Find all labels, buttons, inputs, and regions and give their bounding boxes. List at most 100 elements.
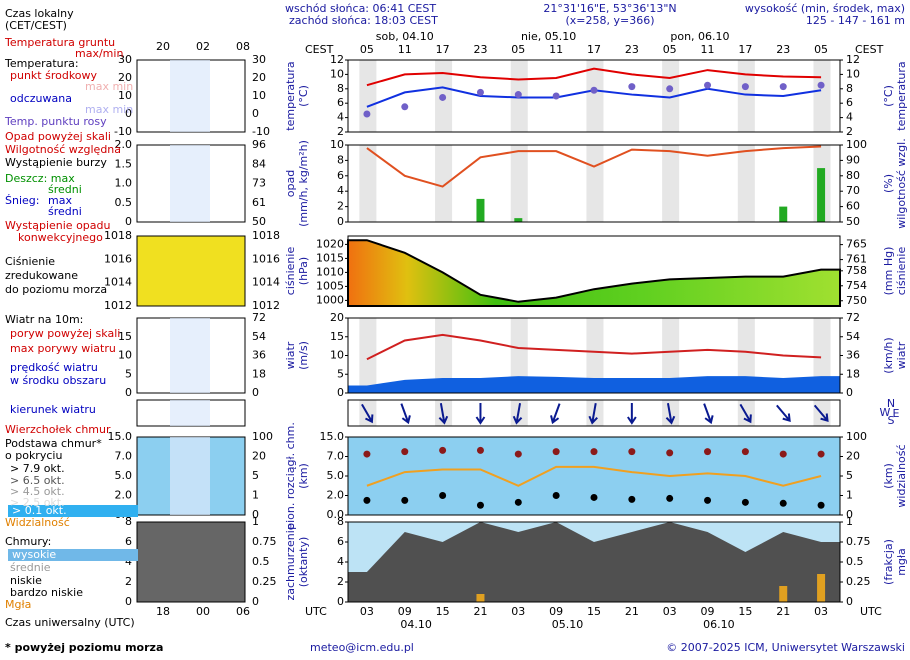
- series-line: [366, 333, 822, 361]
- dot: [552, 92, 560, 100]
- bar: [476, 198, 485, 222]
- y-tick-label: 5.0: [327, 469, 345, 482]
- mini-tick-label: 20: [252, 450, 266, 463]
- y2-tick-label: 100: [846, 138, 867, 151]
- y2-axis-unit: (km/h): [882, 337, 895, 373]
- mini-tick-label: -10: [114, 125, 132, 138]
- dot: [514, 91, 522, 99]
- y2-tick-label: 0: [846, 508, 853, 521]
- y-axis-title: pion. rozciągł. chm.: [284, 422, 297, 530]
- legend-text: > 2.5 okt.: [10, 496, 65, 509]
- mini-tick-label: 15: [118, 330, 132, 343]
- sunrise: wschód słońca: 06:41 CEST: [285, 2, 436, 15]
- wind-arrow: [665, 402, 676, 425]
- bar: [779, 586, 788, 602]
- panel-frame: [347, 235, 841, 307]
- top-hour: 05: [663, 43, 677, 56]
- top-date: pon, 06.10: [670, 30, 729, 43]
- mini-tick-label: 2: [125, 575, 132, 588]
- bottom-date: 05.10: [552, 618, 584, 631]
- mini-night: [170, 60, 210, 132]
- legend-text: Opad powyżej skali: [5, 130, 111, 143]
- mini-tick-label: 0: [252, 386, 259, 399]
- bottom-hour: 21: [776, 605, 790, 618]
- y2-axis-title: temperatura: [895, 61, 908, 130]
- mini-tick-label: 100: [252, 430, 273, 443]
- mini-tick-label: 4: [125, 555, 132, 568]
- mini-tick-label: 1.0: [115, 177, 133, 190]
- y2-axis-title: wiatr: [895, 341, 908, 369]
- y2-tick-label: 54: [846, 330, 860, 343]
- y-tick-label: 10: [330, 138, 344, 151]
- y2-tick-label: 12: [846, 53, 860, 66]
- y-tick-label: 20: [330, 311, 344, 324]
- dot: [401, 103, 409, 111]
- y2-tick-label: 0: [846, 386, 853, 399]
- y2-tick-label: 5: [846, 469, 853, 482]
- dot: [401, 448, 409, 456]
- mini-tick-label: 0: [252, 595, 259, 608]
- dot: [552, 492, 560, 499]
- bar: [779, 206, 788, 222]
- y-tick-label: 1005: [316, 279, 344, 292]
- y2-tick-label: 20: [846, 450, 860, 463]
- dot: [704, 81, 712, 89]
- email: meteo@icm.edu.pl: [310, 641, 414, 654]
- dot: [514, 450, 522, 458]
- y-axis-title: temperatura: [284, 61, 297, 130]
- mini-tick-label: 30: [252, 53, 266, 66]
- panel-frame: [347, 144, 841, 223]
- y-tick-label: 2: [337, 200, 344, 213]
- legend-text: prędkość wiatru: [10, 361, 98, 374]
- dot: [666, 494, 674, 502]
- y-tick-label: 1015: [316, 251, 344, 264]
- dot: [779, 450, 787, 458]
- top-hour: 11: [549, 43, 563, 56]
- wind-arrow: [475, 403, 486, 425]
- mini-tick-label: 36: [252, 349, 266, 362]
- y2-axis-title: wilgotność wzgl.: [895, 138, 908, 228]
- time-stripe: [813, 318, 831, 393]
- mini-night: [170, 318, 210, 393]
- bar: [817, 168, 826, 222]
- mini-tick-label: 0: [252, 508, 259, 521]
- top-hour: 23: [776, 43, 790, 56]
- mini-tick-label: 1: [252, 489, 259, 502]
- legend-text: Temp. punktu rosy: [4, 115, 107, 128]
- time-stripe: [510, 236, 528, 306]
- y-axis-unit: (km): [297, 463, 310, 489]
- legend-text: Ciśnienie: [5, 255, 55, 268]
- legend-text: Wierzchołek chmur: [5, 423, 111, 436]
- y2-tick-label: 0.25: [846, 575, 871, 588]
- y2-tick-label: 2: [846, 125, 853, 138]
- y2-tick-label: 0.5: [846, 555, 864, 568]
- dot: [476, 446, 484, 454]
- dot: [817, 81, 825, 89]
- y-axis-unit: (oktanty): [297, 537, 310, 588]
- legend-text: wysokie: [12, 548, 56, 561]
- mini-tick-label: 10: [252, 89, 266, 102]
- panel-frame: [347, 59, 841, 133]
- dot: [817, 501, 825, 509]
- mini-tick-label: 5: [125, 367, 132, 380]
- dot: [590, 493, 598, 501]
- time-stripe: [662, 145, 680, 222]
- time-stripe: [510, 145, 528, 222]
- bottom-hour: 09: [701, 605, 715, 618]
- top-hour: 05: [814, 43, 828, 56]
- dot: [704, 448, 712, 456]
- footnote: * powyżej poziomu morza: [5, 641, 163, 654]
- series-line: [366, 465, 822, 487]
- mini-tick-label: 1012: [252, 299, 280, 312]
- bar: [514, 218, 523, 222]
- mini-hour: 06: [236, 605, 250, 618]
- time-stripe: [813, 60, 831, 132]
- y-tick-label: 0: [337, 595, 344, 608]
- compass-letter: W: [880, 406, 891, 419]
- legend-text: średnie: [10, 561, 51, 574]
- time-stripe: [586, 145, 604, 222]
- y2-axis-unit: (km): [882, 463, 895, 489]
- y-tick-label: 1000: [316, 293, 344, 306]
- dot: [741, 498, 749, 506]
- y2-tick-label: 18: [846, 367, 860, 380]
